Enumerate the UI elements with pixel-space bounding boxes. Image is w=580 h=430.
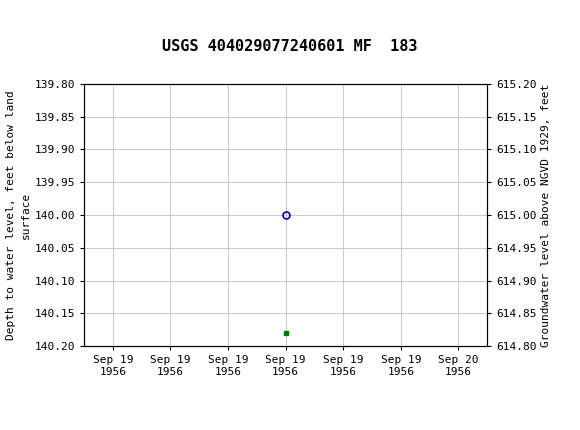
Y-axis label: Depth to water level, feet below land
surface: Depth to water level, feet below land su… xyxy=(6,90,30,340)
Text: █USGS: █USGS xyxy=(9,7,55,25)
Text: USGS 404029077240601 MF  183: USGS 404029077240601 MF 183 xyxy=(162,39,418,54)
Y-axis label: Groundwater level above NGVD 1929, feet: Groundwater level above NGVD 1929, feet xyxy=(541,83,551,347)
